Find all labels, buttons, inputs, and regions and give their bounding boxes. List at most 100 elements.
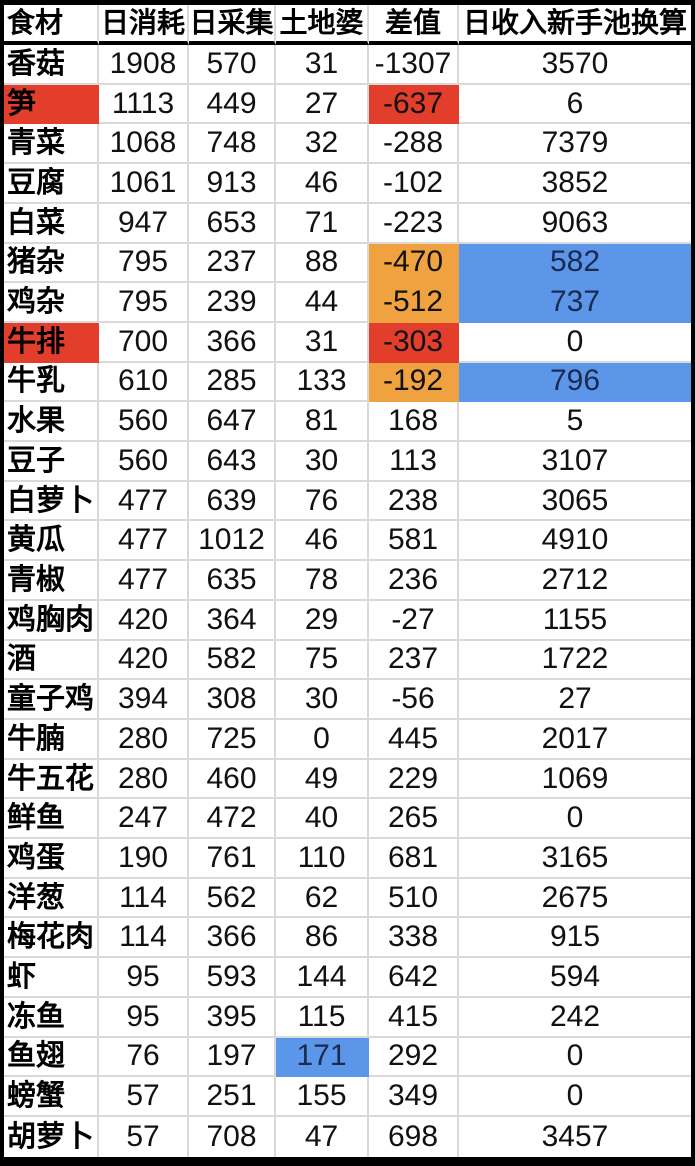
consume-cell[interactable]: 1908 <box>99 45 189 85</box>
landlady-cell[interactable]: 71 <box>276 203 369 244</box>
consume-cell[interactable]: 610 <box>99 362 189 403</box>
income-cell[interactable]: 5 <box>459 402 691 443</box>
income-cell[interactable]: 9063 <box>459 203 691 244</box>
diff-cell[interactable]: -223 <box>369 203 459 244</box>
column-header-gather[interactable]: 日采集 <box>189 5 276 45</box>
consume-cell[interactable]: 795 <box>99 243 189 284</box>
landlady-cell[interactable]: 31 <box>276 45 369 85</box>
landlady-cell[interactable]: 78 <box>276 561 369 601</box>
gather-cell[interactable]: 582 <box>189 640 276 681</box>
row-label-cell[interactable]: 豆腐 <box>4 164 99 204</box>
landlady-cell[interactable]: 27 <box>276 84 369 125</box>
landlady-cell[interactable]: 30 <box>276 680 369 720</box>
income-cell[interactable]: 3165 <box>459 839 691 879</box>
diff-cell[interactable]: -1307 <box>369 45 459 85</box>
column-header-name[interactable]: 食材 <box>4 5 99 45</box>
column-header-consume[interactable]: 日消耗 <box>99 5 189 45</box>
consume-cell[interactable]: 477 <box>99 521 189 562</box>
landlady-cell[interactable]: 155 <box>276 1077 369 1117</box>
row-label-cell[interactable]: 水果 <box>4 402 99 443</box>
landlady-cell[interactable]: 44 <box>276 283 369 323</box>
income-cell[interactable]: 915 <box>459 918 691 959</box>
landlady-cell[interactable]: 31 <box>276 322 369 363</box>
income-cell[interactable]: 1722 <box>459 640 691 681</box>
diff-cell[interactable]: -27 <box>369 600 459 641</box>
row-label-cell[interactable]: 牛腩 <box>4 719 99 760</box>
diff-cell[interactable]: 238 <box>369 481 459 522</box>
row-label-cell[interactable]: 牛排 <box>4 322 99 363</box>
row-label-cell[interactable]: 胡萝卜 <box>4 1116 99 1157</box>
consume-cell[interactable]: 477 <box>99 481 189 522</box>
diff-cell[interactable]: -288 <box>369 124 459 165</box>
landlady-cell[interactable]: 46 <box>276 164 369 204</box>
gather-cell[interactable]: 239 <box>189 283 276 323</box>
gather-cell[interactable]: 251 <box>189 1077 276 1117</box>
consume-cell[interactable]: 1061 <box>99 164 189 204</box>
consume-cell[interactable]: 420 <box>99 600 189 641</box>
diff-cell[interactable]: 292 <box>369 1037 459 1078</box>
income-cell[interactable]: 4910 <box>459 521 691 562</box>
gather-cell[interactable]: 653 <box>189 203 276 244</box>
diff-cell[interactable]: 229 <box>369 759 459 800</box>
landlady-cell[interactable]: 76 <box>276 481 369 522</box>
diff-cell[interactable]: 445 <box>369 719 459 760</box>
row-label-cell[interactable]: 冻鱼 <box>4 997 99 1038</box>
gather-cell[interactable]: 761 <box>189 839 276 879</box>
gather-cell[interactable]: 197 <box>189 1037 276 1078</box>
row-label-cell[interactable]: 黄瓜 <box>4 521 99 562</box>
gather-cell[interactable]: 913 <box>189 164 276 204</box>
landlady-cell[interactable]: 62 <box>276 878 369 919</box>
landlady-cell[interactable]: 30 <box>276 442 369 482</box>
row-label-cell[interactable]: 牛乳 <box>4 362 99 403</box>
gather-cell[interactable]: 748 <box>189 124 276 165</box>
diff-cell[interactable]: 236 <box>369 561 459 601</box>
landlady-cell[interactable]: 86 <box>276 918 369 959</box>
landlady-cell[interactable]: 88 <box>276 243 369 284</box>
row-label-cell[interactable]: 笋 <box>4 84 99 125</box>
income-cell[interactable]: 2675 <box>459 878 691 919</box>
diff-cell[interactable]: -303 <box>369 322 459 363</box>
diff-cell[interactable]: -637 <box>369 84 459 125</box>
income-cell[interactable]: 3852 <box>459 164 691 204</box>
gather-cell[interactable]: 366 <box>189 918 276 959</box>
row-label-cell[interactable]: 香菇 <box>4 45 99 85</box>
gather-cell[interactable]: 472 <box>189 799 276 840</box>
diff-cell[interactable]: 237 <box>369 640 459 681</box>
landlady-cell[interactable]: 110 <box>276 839 369 879</box>
gather-cell[interactable]: 708 <box>189 1116 276 1157</box>
income-cell[interactable]: 3107 <box>459 442 691 482</box>
consume-cell[interactable]: 57 <box>99 1077 189 1117</box>
gather-cell[interactable]: 1012 <box>189 521 276 562</box>
income-cell[interactable]: 7379 <box>459 124 691 165</box>
diff-cell[interactable]: 168 <box>369 402 459 443</box>
diff-cell[interactable]: 581 <box>369 521 459 562</box>
landlady-cell[interactable]: 0 <box>276 719 369 760</box>
row-label-cell[interactable]: 猪杂 <box>4 243 99 284</box>
column-header-diff[interactable]: 差值 <box>369 5 459 45</box>
income-cell[interactable]: 0 <box>459 1077 691 1117</box>
diff-cell[interactable]: 113 <box>369 442 459 482</box>
gather-cell[interactable]: 285 <box>189 362 276 403</box>
income-cell[interactable]: 737 <box>459 283 691 323</box>
gather-cell[interactable]: 593 <box>189 958 276 998</box>
column-header-landlady[interactable]: 土地婆 <box>276 5 369 45</box>
gather-cell[interactable]: 643 <box>189 442 276 482</box>
diff-cell[interactable]: 681 <box>369 839 459 879</box>
diff-cell[interactable]: -512 <box>369 283 459 323</box>
consume-cell[interactable]: 477 <box>99 561 189 601</box>
consume-cell[interactable]: 95 <box>99 997 189 1038</box>
income-cell[interactable]: 1069 <box>459 759 691 800</box>
income-cell[interactable]: 3570 <box>459 45 691 85</box>
consume-cell[interactable]: 560 <box>99 442 189 482</box>
income-cell[interactable]: 2017 <box>459 719 691 760</box>
income-cell[interactable]: 3457 <box>459 1116 691 1157</box>
gather-cell[interactable]: 364 <box>189 600 276 641</box>
gather-cell[interactable]: 308 <box>189 680 276 720</box>
income-cell[interactable]: 1155 <box>459 600 691 641</box>
row-label-cell[interactable]: 虾 <box>4 958 99 998</box>
row-label-cell[interactable]: 鲜鱼 <box>4 799 99 840</box>
income-cell[interactable]: 3065 <box>459 481 691 522</box>
landlady-cell[interactable]: 171 <box>276 1037 369 1078</box>
gather-cell[interactable]: 635 <box>189 561 276 601</box>
gather-cell[interactable]: 366 <box>189 322 276 363</box>
